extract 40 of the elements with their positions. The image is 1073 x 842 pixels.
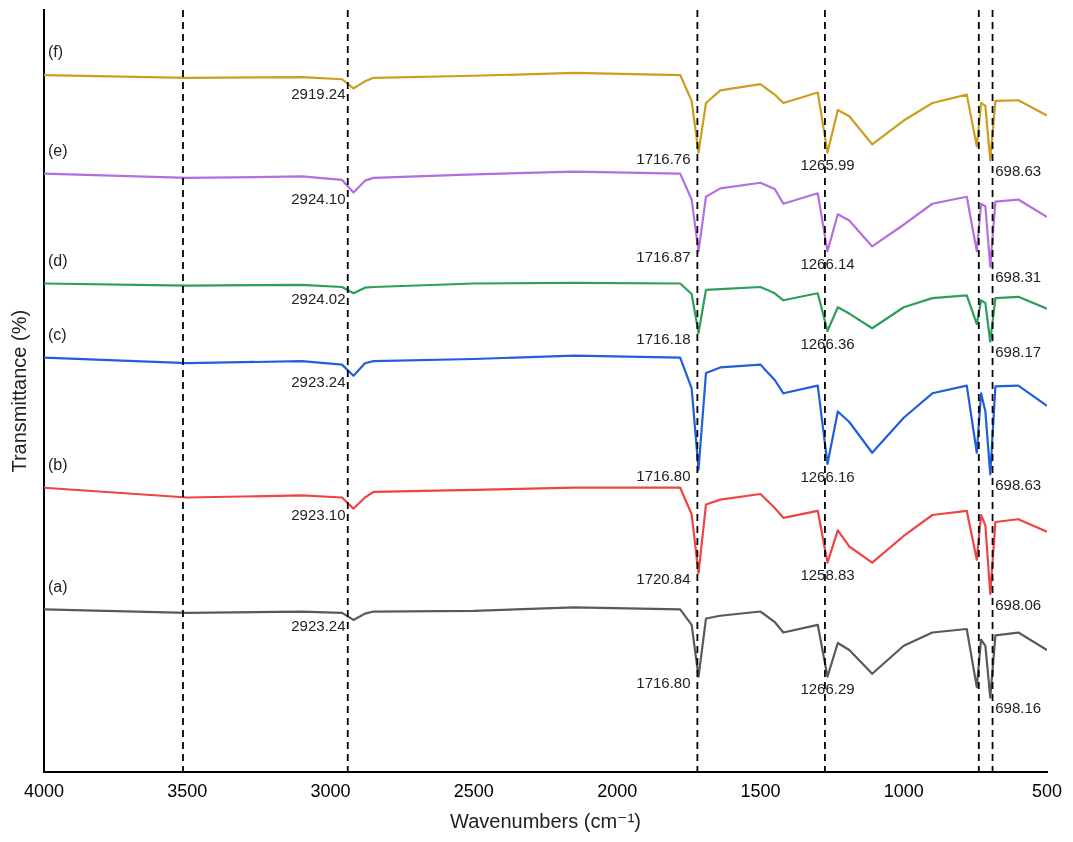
annotation: 2924.10 (291, 189, 346, 207)
annotation: 1716.87 (636, 248, 691, 266)
annotation: 1266.16 (800, 467, 855, 485)
x-tick-label: 1500 (740, 781, 781, 802)
x-tick-label: 500 (1031, 781, 1063, 802)
annotation: 698.17 (995, 343, 1042, 361)
series-label: (d) (48, 251, 68, 269)
annotation: 2919.24 (291, 85, 346, 103)
annotation: 1265.99 (800, 156, 855, 174)
annotation: 698.63 (995, 162, 1042, 180)
x-tick-label: 2000 (597, 781, 638, 802)
annotation: 1716.18 (636, 330, 691, 348)
annotation: 1716.80 (636, 673, 691, 691)
series-label: (a) (48, 577, 68, 595)
annotation: 698.31 (995, 268, 1042, 286)
series-label: (b) (48, 456, 68, 474)
x-axis-title: Wavenumbers (cm⁻¹) (450, 809, 641, 832)
annotation: 1266.14 (800, 254, 855, 272)
annotation: 2923.24 (291, 372, 346, 390)
annotation: 1266.29 (800, 680, 855, 698)
x-tick-label: 2500 (453, 781, 494, 802)
x-tick-label: 3000 (310, 781, 351, 802)
annotation: 698.06 (995, 595, 1042, 613)
annotation: 2923.10 (291, 505, 346, 523)
annotation: 698.16 (995, 699, 1042, 717)
x-tick-label: 4000 (23, 781, 65, 802)
annotation: 1716.76 (636, 149, 691, 167)
annotation: 2924.02 (291, 290, 346, 308)
annotation: 698.63 (995, 476, 1042, 494)
annotation: 1258.83 (800, 566, 855, 584)
annotation: 1266.36 (800, 334, 855, 352)
series-label: (f) (48, 43, 64, 61)
annotation: 1720.84 (636, 570, 691, 588)
series-label: (c) (48, 326, 67, 344)
x-tick-label: 3500 (167, 781, 208, 802)
annotation: 1716.80 (636, 466, 691, 484)
y-axis-title: Transmittance (%) (7, 309, 30, 473)
series-label: (e) (48, 142, 68, 160)
annotation: 2923.24 (291, 617, 346, 635)
x-tick-label: 1000 (883, 781, 924, 802)
